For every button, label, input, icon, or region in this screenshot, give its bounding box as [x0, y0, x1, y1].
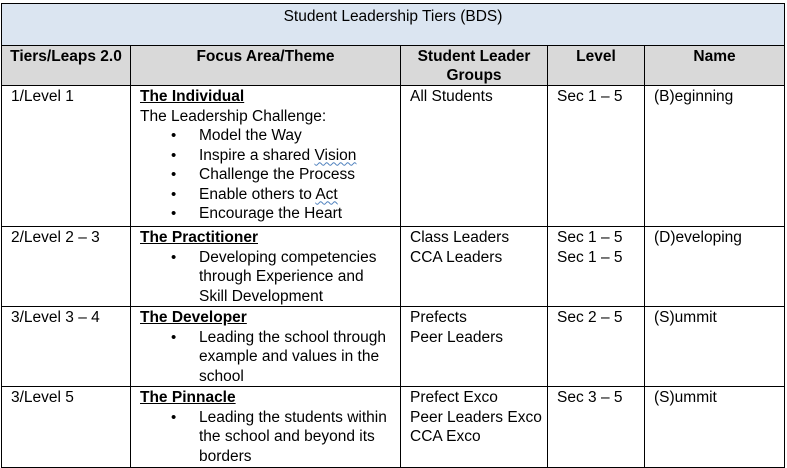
bullet-item: Inspire a shared Vision — [140, 146, 396, 166]
table-row: 3/Level 5 The Pinnacle Leading the stude… — [1, 386, 785, 468]
name-cell: (S)ummit — [644, 306, 785, 387]
header-leader-groups: Student Leader Groups — [400, 45, 548, 86]
level-cell: Sec 1 – 5 Sec 1 – 5 — [547, 226, 645, 307]
theme-cell: The Pinnacle Leading the students within… — [130, 386, 401, 468]
bullet-item: Challenge the Process — [140, 165, 396, 185]
level-item: Sec 1 – 5 — [557, 88, 623, 105]
groups-cell: Prefects Peer Leaders — [400, 306, 548, 387]
bullet-item: Developing competencies through Experien… — [140, 248, 396, 307]
tier-cell: 1/Level 1 — [1, 85, 131, 227]
tier-cell: 3/Level 3 – 4 — [1, 306, 131, 387]
header-tiers: Tiers/Leaps 2.0 — [1, 45, 131, 86]
theme-title: The Developer — [140, 309, 247, 326]
name-cell: (S)ummit — [644, 386, 785, 468]
header-level: Level — [547, 45, 645, 86]
theme-title: The Practitioner — [140, 229, 258, 246]
name-text: (B)eginning — [654, 88, 734, 105]
theme-title: The Pinnacle — [140, 389, 236, 406]
table-row: 1/Level 1 The Individual The Leadership … — [1, 85, 785, 227]
tier-cell: 2/Level 2 – 3 — [1, 226, 131, 307]
theme-bullet-list: Model the Way Inspire a shared Vision Ch… — [140, 126, 396, 224]
level-item: Sec 2 – 5 — [557, 309, 623, 326]
group-item: Class Leaders — [410, 229, 510, 246]
level-cell: Sec 2 – 5 — [547, 306, 645, 387]
table-row: 3/Level 3 – 4 The Developer Leading the … — [1, 306, 785, 387]
bullet-item: Encourage the Heart — [140, 204, 396, 224]
group-item: All Students — [410, 88, 493, 105]
group-item: CCA Exco — [410, 428, 481, 445]
group-item: Prefect Exco — [410, 389, 498, 406]
name-text: (D)eveloping — [654, 229, 742, 246]
table-row: 2/Level 2 – 3 The Practitioner Developin… — [1, 226, 785, 307]
theme-bullet-list: Leading the students within the school a… — [140, 408, 396, 467]
bullet-item: Leading the students within the school a… — [140, 408, 396, 467]
spellcheck-word: Act — [315, 185, 338, 203]
group-item: Peer Leaders — [410, 328, 504, 346]
theme-cell: The Developer Leading the school through… — [130, 306, 401, 387]
group-item: Peer Leaders Exco — [410, 408, 542, 426]
name-cell: (D)eveloping — [644, 226, 785, 307]
groups-cell: All Students — [400, 85, 548, 227]
tier-text: 3/Level 5 — [11, 389, 74, 406]
theme-intro: The Leadership Challenge: — [140, 107, 327, 125]
level-item: Sec 1 – 5 — [557, 248, 623, 266]
tier-text: 3/Level 3 – 4 — [11, 309, 100, 326]
name-text: (S)ummit — [654, 389, 717, 406]
bullet-item: Model the Way — [140, 126, 396, 146]
table-title: Student Leadership Tiers (BDS) — [1, 3, 785, 46]
tier-text: 1/Level 1 — [11, 88, 74, 105]
theme-bullet-list: Leading the school through example and v… — [140, 328, 396, 387]
group-item: Prefects — [410, 309, 467, 326]
theme-cell: The Practitioner Developing competencies… — [130, 226, 401, 307]
level-item: Sec 1 – 5 — [557, 229, 623, 246]
header-name: Name — [644, 45, 785, 86]
level-cell: Sec 1 – 5 — [547, 85, 645, 227]
header-focus-area: Focus Area/Theme — [130, 45, 401, 86]
leadership-tiers-table: Student Leadership Tiers (BDS) Tiers/Lea… — [1, 3, 785, 468]
name-cell: (B)eginning — [644, 85, 785, 227]
theme-cell: The Individual The Leadership Challenge:… — [130, 85, 401, 227]
level-item: Sec 3 – 5 — [557, 389, 623, 406]
level-cell: Sec 3 – 5 — [547, 386, 645, 468]
theme-bullet-list: Developing competencies through Experien… — [140, 248, 396, 307]
bullet-item: Leading the school through example and v… — [140, 328, 396, 387]
theme-title: The Individual — [140, 88, 245, 105]
spellcheck-word: Vision — [314, 146, 357, 164]
tier-text: 2/Level 2 – 3 — [11, 229, 100, 246]
groups-cell: Prefect Exco Peer Leaders Exco CCA Exco — [400, 386, 548, 468]
tier-cell: 3/Level 5 — [1, 386, 131, 468]
group-item: CCA Leaders — [410, 248, 503, 266]
groups-cell: Class Leaders CCA Leaders — [400, 226, 548, 307]
bullet-item: Enable others to Act — [140, 185, 396, 205]
name-text: (S)ummit — [654, 309, 717, 326]
